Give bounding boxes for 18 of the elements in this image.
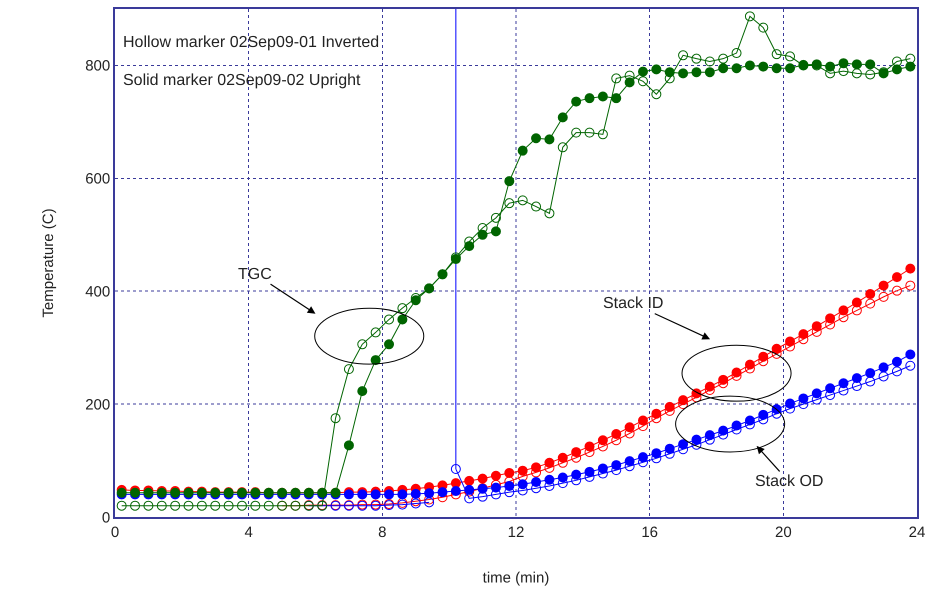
y-tick-label: 600 — [85, 170, 110, 188]
x-tick-label: 4 — [244, 524, 253, 541]
x-tick-label: 16 — [641, 524, 658, 541]
y-axis-title: Temperature (C) — [40, 208, 57, 318]
y-tick-label: 400 — [85, 283, 110, 300]
y-tick-label: 200 — [85, 396, 110, 414]
x-tick-label: 24 — [908, 524, 926, 541]
annotation: TGC — [238, 266, 272, 283]
y-tick-label: 800 — [85, 58, 110, 75]
x-tick-label: 20 — [774, 524, 792, 541]
annotation: Stack ID — [603, 295, 664, 312]
annotation: Stack OD — [755, 473, 824, 490]
annotation: Solid marker 02Sep09-02 Upright — [123, 72, 362, 89]
annotation: Hollow marker 02Sep09-01 Inverted — [123, 34, 380, 51]
x-tick-label: 8 — [378, 524, 386, 541]
x-tick-label: 12 — [508, 524, 524, 541]
x-axis-title: time (min) — [482, 569, 550, 586]
y-tick-label: 0 — [102, 509, 110, 526]
